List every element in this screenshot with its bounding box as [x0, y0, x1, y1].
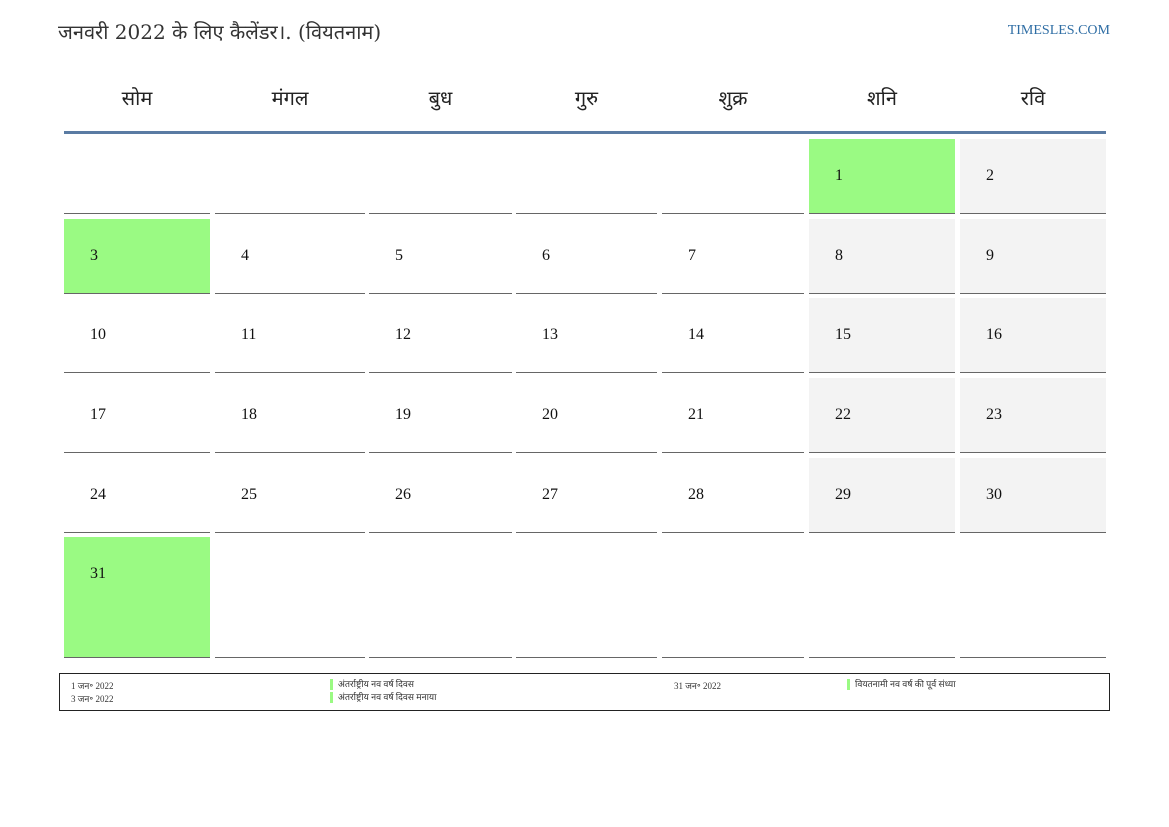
- day-number: 23: [986, 406, 1002, 423]
- day-number: 8: [835, 247, 843, 264]
- legend-date: 3 जन॰ 2022: [71, 694, 114, 704]
- day-number: 25: [241, 486, 257, 503]
- weekday-mon: सोम: [121, 86, 153, 110]
- day-cell[interactable]: 2: [960, 139, 1106, 214]
- day-number: 26: [395, 486, 411, 503]
- empty-day-cell: [516, 139, 657, 214]
- day-number: 21: [688, 406, 704, 423]
- legend-date: 1 जन॰ 2022: [71, 681, 114, 691]
- day-number: 18: [241, 406, 257, 423]
- day-number: 7: [688, 247, 696, 264]
- day-number: 30: [986, 486, 1002, 503]
- legend-holiday-name: वियतनामी नव वर्ष की पूर्व संध्या: [847, 679, 956, 690]
- day-cell[interactable]: 6: [516, 219, 657, 294]
- day-cell[interactable]: 15: [809, 298, 955, 373]
- page-title: जनवरी 2022 के लिए कैलेंडर।. (वियतनाम): [58, 20, 382, 44]
- day-cell[interactable]: 21: [662, 378, 804, 453]
- day-cell[interactable]: 27: [516, 458, 657, 533]
- day-cell[interactable]: 20: [516, 378, 657, 453]
- weekday-header-row: सोम मंगल बुध गुरु शुक्र शनि रवि: [64, 70, 1106, 132]
- weekday-fri: शुक्र: [718, 86, 748, 110]
- day-cell[interactable]: 5: [369, 219, 512, 294]
- day-cell[interactable]: 16: [960, 298, 1106, 373]
- day-cell[interactable]: 4: [215, 219, 365, 294]
- day-number: 17: [90, 406, 106, 423]
- day-cell[interactable]: 7: [662, 219, 804, 294]
- day-cell[interactable]: 12: [369, 298, 512, 373]
- empty-day-cell: [215, 537, 365, 658]
- day-number: 19: [395, 406, 411, 423]
- day-cell[interactable]: 1: [809, 139, 955, 214]
- day-number: 14: [688, 326, 704, 343]
- day-cell[interactable]: 3: [64, 219, 210, 294]
- day-cell[interactable]: 9: [960, 219, 1106, 294]
- weekday-sat: शनि: [867, 86, 897, 110]
- day-cell[interactable]: 18: [215, 378, 365, 453]
- empty-day-cell: [64, 139, 210, 214]
- empty-day-cell: [369, 537, 512, 658]
- day-number: 20: [542, 406, 558, 423]
- header-divider: [64, 131, 1106, 134]
- empty-day-cell: [809, 537, 955, 658]
- day-number: 29: [835, 486, 851, 503]
- day-cell[interactable]: 22: [809, 378, 955, 453]
- legend-holiday-name: अंतर्राष्ट्रीय नव वर्ष दिवस मनाया: [330, 692, 437, 703]
- day-cell[interactable]: 28: [662, 458, 804, 533]
- empty-day-cell: [516, 537, 657, 658]
- day-cell[interactable]: 30: [960, 458, 1106, 533]
- day-cell[interactable]: 10: [64, 298, 210, 373]
- day-cell[interactable]: 24: [64, 458, 210, 533]
- day-cell[interactable]: 23: [960, 378, 1106, 453]
- day-cell[interactable]: 17: [64, 378, 210, 453]
- weekday-sun: रवि: [1020, 86, 1046, 110]
- day-cell[interactable]: 29: [809, 458, 955, 533]
- legend-date: 31 जन॰ 2022: [674, 681, 722, 691]
- day-number: 1: [835, 167, 843, 184]
- empty-day-cell: [662, 139, 804, 214]
- day-cell[interactable]: 19: [369, 378, 512, 453]
- day-number: 6: [542, 247, 550, 264]
- day-number: 13: [542, 326, 558, 343]
- day-number: 16: [986, 326, 1002, 343]
- day-number: 11: [241, 326, 257, 343]
- day-cell[interactable]: 26: [369, 458, 512, 533]
- day-number: 15: [835, 326, 851, 343]
- day-cell[interactable]: 14: [662, 298, 804, 373]
- day-number: 4: [241, 247, 249, 264]
- day-cell[interactable]: 11: [215, 298, 365, 373]
- empty-day-cell: [369, 139, 512, 214]
- day-number: 2: [986, 167, 994, 184]
- empty-day-cell: [960, 537, 1106, 658]
- day-number: 31: [90, 565, 106, 582]
- day-cell[interactable]: 8: [809, 219, 955, 294]
- weekday-tue: मंगल: [271, 86, 309, 110]
- day-number: 10: [90, 326, 106, 343]
- day-number: 22: [835, 406, 851, 423]
- legend-holiday-name: अंतर्राष्ट्रीय नव वर्ष दिवस: [330, 679, 414, 690]
- day-number: 28: [688, 486, 704, 503]
- day-number: 27: [542, 486, 558, 503]
- empty-day-cell: [215, 139, 365, 214]
- day-number: 9: [986, 247, 994, 264]
- day-cell[interactable]: 13: [516, 298, 657, 373]
- day-cell[interactable]: 25: [215, 458, 365, 533]
- day-cell[interactable]: 31: [64, 537, 210, 658]
- holiday-legend: 1 जन॰ 2022 अंतर्राष्ट्रीय नव वर्ष दिवस 3…: [59, 673, 1110, 711]
- weekday-thu: गुरु: [574, 86, 599, 110]
- day-number: 3: [90, 247, 98, 264]
- day-number: 5: [395, 247, 403, 264]
- weekday-wed: बुध: [428, 86, 453, 110]
- site-link[interactable]: TIMESLES.COM: [1007, 23, 1110, 38]
- day-number: 24: [90, 486, 106, 503]
- day-number: 12: [395, 326, 411, 343]
- empty-day-cell: [662, 537, 804, 658]
